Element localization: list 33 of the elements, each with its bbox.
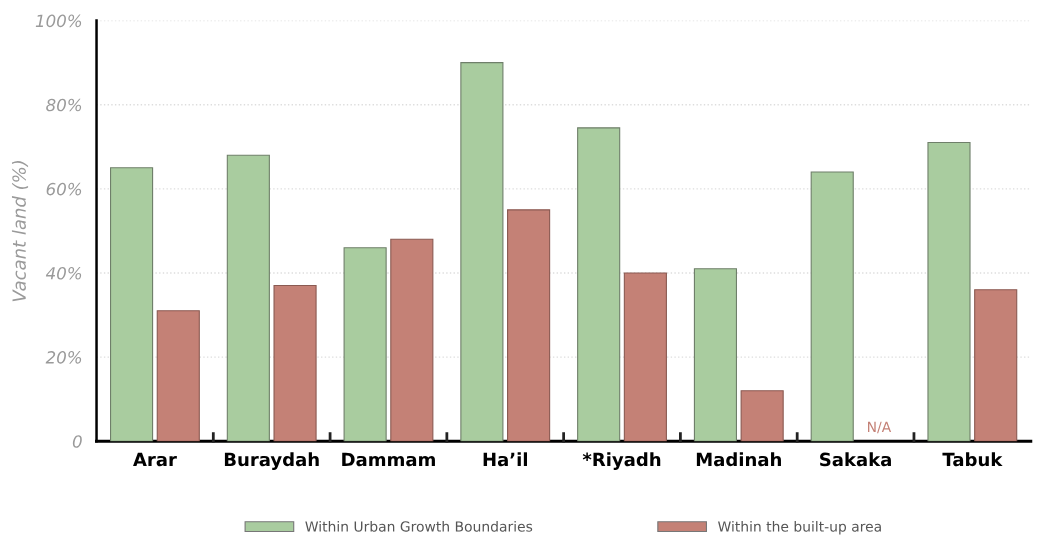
bar [273, 285, 317, 442]
bar [156, 310, 200, 442]
legend-label: Within Urban Growth Boundaries [305, 520, 533, 532]
bar [623, 272, 667, 442]
x-tick-label: *Riyadh [582, 452, 661, 470]
bar [927, 142, 971, 442]
x-tick-label: Buraydah [224, 452, 319, 470]
bar [693, 268, 738, 442]
bar [226, 154, 270, 442]
bar [343, 247, 387, 442]
bar [109, 167, 154, 442]
x-tick-label: Tabuk [942, 452, 1003, 467]
bar [460, 62, 504, 442]
bar [810, 171, 854, 442]
bar [577, 127, 621, 442]
x-tick-label: Madinah [696, 452, 781, 467]
bar [507, 209, 551, 442]
y-tick-label: 60% [46, 182, 82, 196]
x-tick-label: Dammam [342, 452, 435, 467]
y-tick-label: 80% [46, 98, 82, 112]
bar [974, 289, 1018, 442]
annotation: N/A [868, 421, 892, 434]
y-tick-label: 100% [35, 14, 82, 28]
x-tick-label: Sakaka [820, 452, 891, 467]
y-axis-title: Vacant land (%) [11, 160, 29, 302]
legend-label: Within the built-up area [718, 520, 881, 535]
bar [390, 238, 434, 442]
y-tick-label: 20% [45, 351, 82, 364]
y-tick-label: 0 [72, 435, 82, 448]
x-tick-label: Ha’il [483, 452, 527, 467]
y-tick-label: 40% [45, 266, 82, 280]
bar [740, 390, 784, 442]
x-tick-label: Arar [133, 452, 177, 467]
